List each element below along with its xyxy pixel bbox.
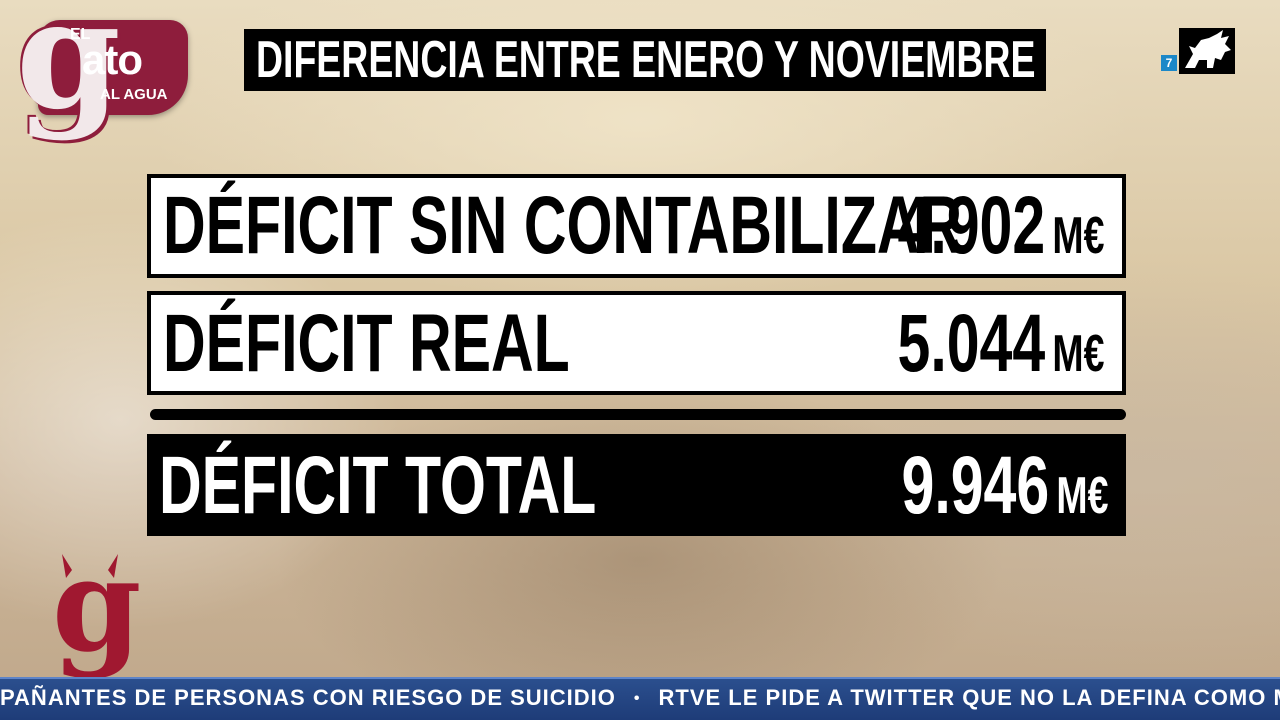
logo-plate [38,20,188,115]
row-label: DÉFICIT REAL [163,299,728,389]
deficit-real-row: DÉFICIT REAL 5.044 M€ [147,291,1126,395]
channel-number: 7 [1161,55,1177,71]
deficit-sin-contabilizar-row: DÉFICIT SIN CONTABILIZAR 4.902 M€ [147,174,1126,278]
title-banner: DIFERENCIA ENTRE ENERO Y NOVIEMBRE [244,29,1046,91]
channel-logo: 7 [1161,28,1235,74]
row-label: DÉFICIT TOTAL [159,441,766,531]
ticker-separator: • [633,690,641,708]
watermark-g-logo: g [52,542,142,674]
page-title: DIFERENCIA ENTRE ENERO Y NOVIEMBRE [256,31,1036,89]
row-label-text: DÉFICIT TOTAL [159,440,597,531]
el-gato-al-agua-logo: g EL ato AL AGUA [16,0,188,142]
deficit-total-row: DÉFICIT TOTAL 9.946 M€ [147,434,1126,536]
bull-icon [1179,28,1235,74]
logo-el-text: EL [70,26,91,43]
watermark-g-letter: g [52,531,142,681]
row-value-unit: M€ [1051,325,1104,383]
row-label: DÉFICIT SIN CONTABILIZAR [163,180,1122,271]
row-value: 9.946 M€ [821,441,1108,536]
total-divider-line [150,409,1126,420]
row-value-number: 4.902 [897,180,1045,271]
ticker-item: RTVE LE PIDE A TWITTER QUE NO LA DEFINA … [658,685,1280,710]
logo-ato-text: ato [82,36,143,83]
row-value-number: 5.044 [897,298,1045,389]
logo-g-letter: g [16,0,121,143]
news-ticker: PAÑANTES DE PERSONAS CON RIESGO DE SUICI… [0,677,1280,720]
row-label-text: DÉFICIT SIN CONTABILIZAR [163,180,963,271]
row-value: 4.902 M€ [817,180,1104,274]
logo-al-agua-text: AL AGUA [100,86,168,103]
row-value-number: 9.946 [901,440,1049,531]
row-label-text: DÉFICIT REAL [163,298,570,389]
row-value-unit: M€ [1051,207,1104,265]
row-value-unit: M€ [1055,467,1108,525]
row-value: 5.044 M€ [817,298,1104,391]
ticker-track: PAÑANTES DE PERSONAS CON RIESGO DE SUICI… [0,685,1280,711]
ticker-item: PAÑANTES DE PERSONAS CON RIESGO DE SUICI… [0,685,616,710]
